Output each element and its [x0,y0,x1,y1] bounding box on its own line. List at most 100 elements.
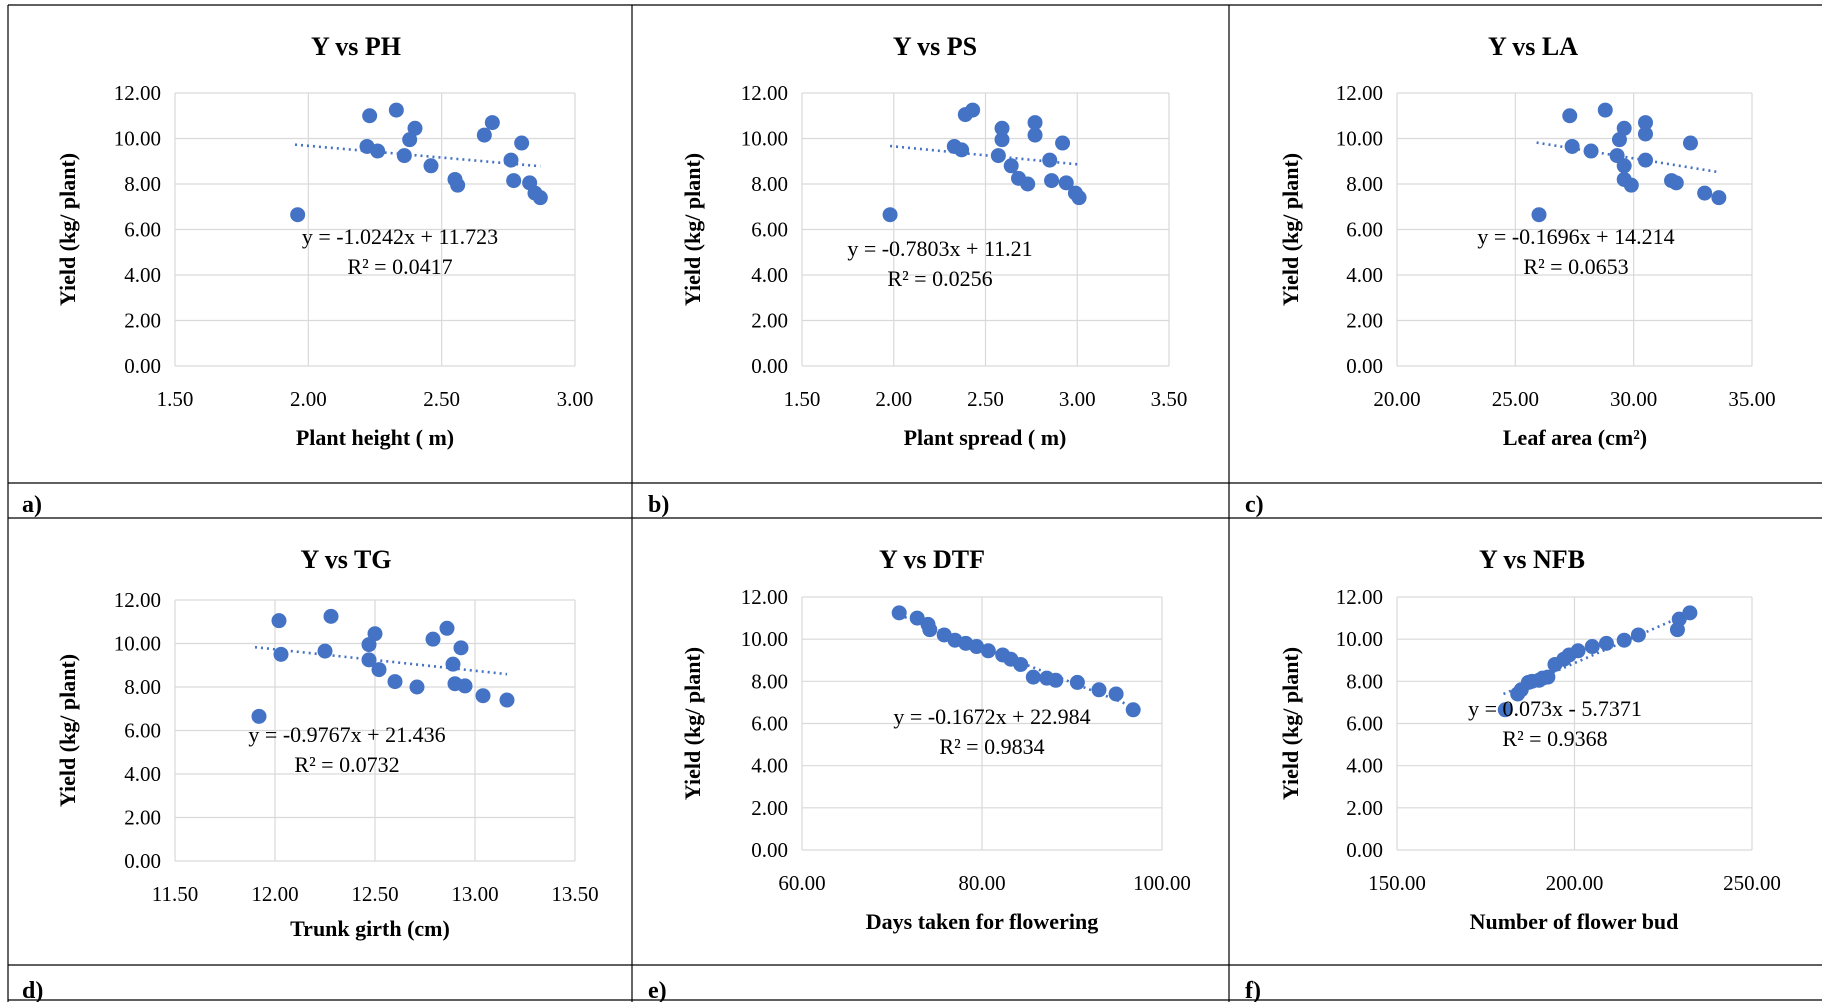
data-point [387,674,403,690]
y-tick-label: 8.00 [1346,172,1383,196]
trendline-equation: y = -1.0242x + 11.723 [302,224,498,249]
chart-title: Y vs NFB [1479,545,1585,574]
trendline [294,143,541,168]
data-point [1630,627,1646,643]
data-point [1611,132,1627,148]
data-point [370,143,386,159]
y-tick-label: 4.00 [124,762,161,786]
x-tick-label: 12.50 [351,882,398,906]
x-tick-label: 20.00 [1373,387,1420,411]
data-point [475,688,491,704]
x-axis-label: Trunk girth (cm) [290,916,450,941]
y-tick-label: 2.00 [1346,796,1383,820]
x-tick-label: 12.00 [251,882,298,906]
y-tick-label: 8.00 [1346,669,1383,693]
panel-label: b) [648,492,669,518]
data-point [1531,207,1547,223]
panel-label: e) [648,978,667,1002]
x-tick-label: 250.00 [1723,871,1781,895]
r-squared-label: R² = 0.9368 [1502,726,1607,751]
data-point [1020,176,1036,192]
data-point [1598,635,1614,651]
data-point [323,608,339,624]
data-point [1616,120,1632,136]
y-tick-label: 2.00 [124,309,161,333]
y-tick-label: 0.00 [124,849,161,873]
data-point [453,640,469,656]
y-tick-label: 6.00 [1346,712,1383,736]
data-point [445,656,461,672]
data-point [1682,135,1698,151]
y-tick-label: 0.00 [751,354,788,378]
data-point [476,127,492,143]
data-point [439,620,455,636]
data-point [1027,127,1043,143]
y-tick-label: 8.00 [124,675,161,699]
data-point [450,177,466,193]
y-tick-label: 0.00 [751,838,788,862]
data-point [1048,672,1064,688]
y-tick-label: 2.00 [751,796,788,820]
chart-title: Y vs PS [893,32,977,61]
x-tick-label: 13.00 [451,882,498,906]
y-tick-label: 12.00 [1336,81,1383,105]
trendline-equation: y = 0.073x - 5.7371 [1468,696,1642,721]
data-point [954,142,970,158]
data-point [909,610,925,626]
y-tick-label: 8.00 [751,669,788,693]
y-tick-label: 2.00 [124,806,161,830]
data-point [402,132,418,148]
data-point [882,207,898,223]
y-tick-label: 4.00 [751,263,788,287]
data-point [1013,656,1029,672]
x-tick-label: 3.00 [557,387,594,411]
trendline [1502,611,1691,696]
y-tick-label: 4.00 [1346,263,1383,287]
panel-label: a) [22,492,42,518]
chart-panel-4: 0.00 2.00 4.00 6.00 8.00 10.00 12.00 11.50 12.00… [22,545,599,1002]
data-point [1697,185,1713,201]
x-tick-label: 2.00 [290,387,327,411]
chart-panel-6: 0.00 2.00 4.00 6.00 8.00 10.00 12.00 150.00 200.… [1245,545,1781,1002]
trendline-equation: y = -0.9767x + 21.436 [248,722,445,747]
x-tick-label: 1.50 [157,387,194,411]
y-tick-label: 0.00 [124,354,161,378]
y-tick-label: 12.00 [114,81,161,105]
data-point [922,622,938,638]
data-point [407,120,423,136]
data-point [1108,686,1124,702]
data-point [484,115,500,131]
trendline [1536,141,1720,174]
y-tick-label: 6.00 [1346,218,1383,242]
data-point [457,678,473,694]
data-point [1058,175,1074,191]
chart-title: Y vs LA [1488,32,1578,61]
chart-title: Y vs TG [300,545,391,574]
y-tick-label: 12.00 [1336,585,1383,609]
y-axis-label: Yield (kg/ plant) [55,654,80,807]
y-tick-label: 8.00 [124,172,161,196]
panel-label: c) [1245,492,1264,518]
x-tick-label: 60.00 [778,871,825,895]
data-point [1570,643,1586,659]
data-point [965,102,981,118]
data-point [1638,152,1653,168]
x-axis-label: Number of flower bud [1470,909,1679,934]
y-axis-label: Yield (kg/ plant) [680,153,705,306]
chart-panel-2: 0.00 2.00 4.00 6.00 8.00 10.00 12.00 1.50 2.00 2.… [648,32,1187,518]
data-point [1638,126,1653,142]
x-tick-label: 3.50 [1151,387,1188,411]
data-point [1091,682,1107,698]
data-point [891,605,907,621]
y-tick-label: 12.00 [741,585,788,609]
y-axis-label: Yield (kg/ plant) [55,153,80,306]
data-point [532,190,548,206]
data-point [425,631,441,647]
x-tick-label: 100.00 [1133,871,1191,895]
data-point [317,643,333,659]
y-tick-label: 10.00 [114,632,161,656]
y-tick-label: 10.00 [1336,627,1383,651]
data-point [1668,175,1684,191]
data-point [1025,669,1041,685]
